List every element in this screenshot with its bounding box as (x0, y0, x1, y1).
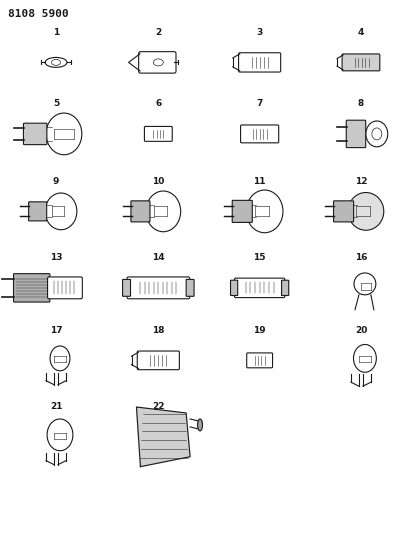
Text: 13: 13 (50, 253, 62, 262)
FancyBboxPatch shape (127, 277, 189, 299)
Text: 8: 8 (358, 99, 364, 108)
Text: 2: 2 (155, 28, 162, 37)
FancyBboxPatch shape (235, 278, 285, 297)
Text: 9: 9 (53, 176, 59, 185)
Text: 18: 18 (152, 326, 164, 335)
FancyBboxPatch shape (342, 54, 380, 71)
FancyBboxPatch shape (144, 126, 172, 141)
Ellipse shape (47, 419, 73, 451)
Text: 4: 4 (358, 28, 364, 37)
FancyBboxPatch shape (29, 202, 47, 221)
FancyBboxPatch shape (122, 279, 131, 296)
Text: 15: 15 (254, 253, 266, 262)
Text: 17: 17 (50, 326, 62, 335)
FancyBboxPatch shape (240, 125, 279, 143)
FancyBboxPatch shape (139, 52, 176, 73)
Ellipse shape (198, 419, 203, 431)
FancyBboxPatch shape (346, 120, 366, 148)
Text: 12: 12 (355, 176, 367, 185)
Ellipse shape (45, 193, 77, 230)
FancyBboxPatch shape (186, 279, 194, 296)
Ellipse shape (354, 273, 376, 295)
Ellipse shape (366, 121, 388, 147)
Ellipse shape (146, 191, 181, 232)
Polygon shape (136, 407, 190, 466)
Text: 10: 10 (152, 176, 164, 185)
Ellipse shape (45, 58, 67, 67)
FancyBboxPatch shape (131, 201, 150, 222)
FancyBboxPatch shape (232, 200, 252, 222)
Text: 14: 14 (152, 253, 165, 262)
Ellipse shape (46, 113, 82, 155)
Ellipse shape (246, 190, 283, 233)
Ellipse shape (50, 346, 70, 371)
Text: 3: 3 (256, 28, 263, 37)
FancyBboxPatch shape (14, 273, 50, 302)
Ellipse shape (353, 344, 376, 372)
Text: 21: 21 (50, 402, 62, 411)
FancyBboxPatch shape (23, 123, 47, 144)
Ellipse shape (348, 192, 384, 230)
FancyBboxPatch shape (48, 277, 82, 299)
FancyBboxPatch shape (247, 353, 272, 368)
Text: 11: 11 (254, 176, 266, 185)
Text: 5: 5 (53, 99, 59, 108)
Text: 20: 20 (355, 326, 367, 335)
Text: 1: 1 (53, 28, 59, 37)
Text: 8108 5900: 8108 5900 (8, 9, 69, 19)
FancyBboxPatch shape (334, 201, 353, 222)
Text: 22: 22 (152, 402, 164, 411)
Text: 7: 7 (256, 99, 263, 108)
Text: 16: 16 (355, 253, 367, 262)
Text: 6: 6 (155, 99, 162, 108)
FancyBboxPatch shape (137, 351, 179, 370)
FancyBboxPatch shape (238, 53, 281, 72)
FancyBboxPatch shape (282, 280, 289, 295)
Text: 19: 19 (253, 326, 266, 335)
FancyBboxPatch shape (231, 280, 238, 295)
